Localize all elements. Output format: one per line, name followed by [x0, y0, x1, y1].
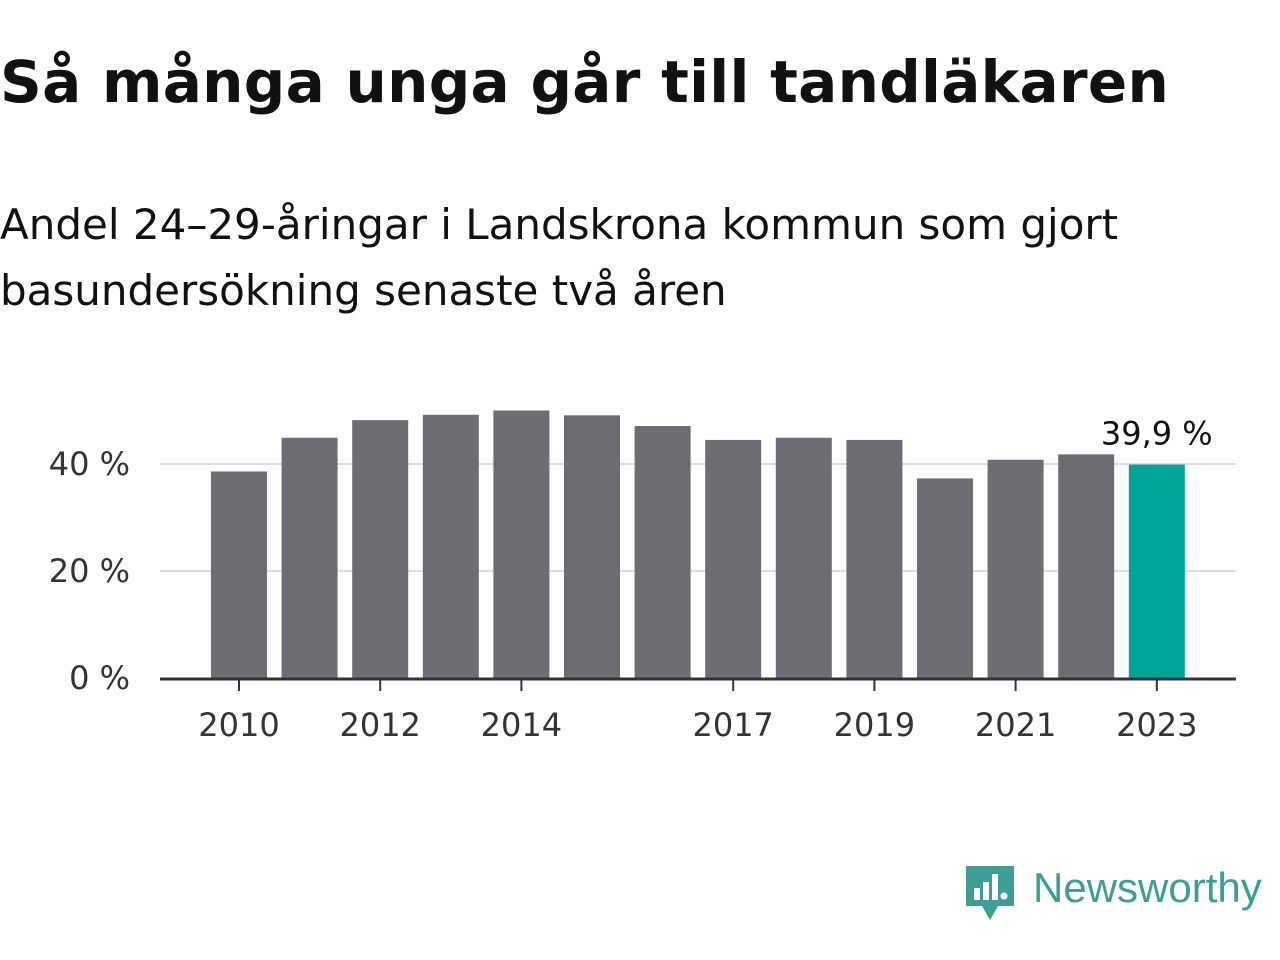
x-tick-label: 2019 [834, 706, 915, 744]
bar-2022 [1058, 454, 1115, 678]
chart-title: Så många unga går till tandläkaren [0, 48, 1170, 116]
chart-subtitle: Andel 24–29-åringar i Landskrona kommun … [0, 200, 1119, 315]
bar-2020 [917, 478, 973, 678]
data-label: 39,9 % [1101, 415, 1213, 453]
brand-name: Newsworthy [1033, 864, 1262, 911]
bar-2013 [422, 414, 479, 678]
x-tick-label: 2014 [481, 706, 562, 744]
bar-2015 [564, 415, 620, 678]
bar-2010 [211, 471, 267, 678]
bar-2018 [775, 437, 832, 678]
bar-2019 [846, 439, 903, 678]
x-tick-label: 2012 [339, 706, 420, 744]
y-tick-label: 0 % [69, 659, 130, 697]
x-tick-label: 2017 [692, 706, 773, 744]
x-tick-label: 2023 [1116, 706, 1197, 744]
bar-2016 [634, 426, 691, 678]
bar-2011 [281, 437, 338, 678]
bar-chart: 0 % 20 % 40 % 2010 2012 2014 2017 2019 2021 2023 3… [49, 410, 1236, 744]
bar-2017 [705, 439, 762, 678]
bar-2014 [493, 410, 550, 678]
newsworthy-logo-icon [966, 866, 1014, 920]
y-tick-label: 40 % [49, 445, 130, 483]
bar-2021 [987, 459, 1044, 678]
x-tick-label: 2021 [975, 706, 1056, 744]
bar-2012 [352, 420, 409, 678]
x-tick-label: 2010 [198, 706, 279, 744]
bar-2023 [1128, 464, 1185, 678]
y-tick-label: 20 % [49, 552, 130, 590]
